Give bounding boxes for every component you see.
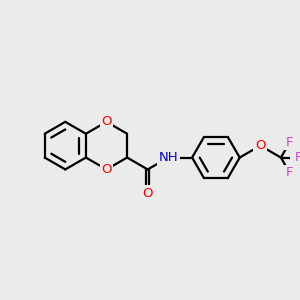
Text: O: O — [255, 139, 266, 152]
Text: O: O — [101, 163, 112, 176]
Text: NH: NH — [158, 151, 178, 164]
Text: F: F — [286, 136, 294, 148]
Text: O: O — [142, 187, 153, 200]
Text: F: F — [286, 167, 294, 179]
Text: F: F — [295, 151, 300, 164]
Text: O: O — [101, 116, 112, 128]
